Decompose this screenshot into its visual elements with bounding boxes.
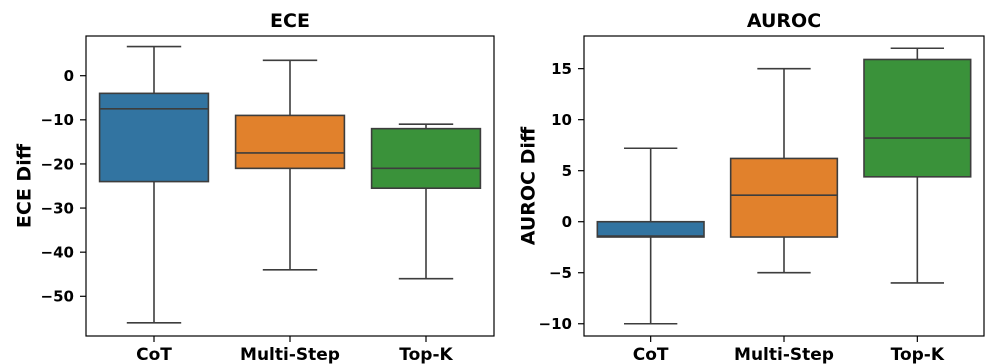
box-cot — [596, 220, 705, 238]
x-tick-label: CoT — [136, 345, 172, 364]
chart-title: ECE — [270, 10, 310, 32]
box-multi-step — [234, 114, 346, 170]
box-cot — [98, 92, 210, 183]
y-tick-label: −5 — [549, 264, 572, 282]
y-tick-label: 0 — [562, 213, 572, 231]
x-tick-label: Multi-Step — [240, 345, 340, 364]
x-tick-label: Top-K — [399, 345, 453, 364]
chart-title: AUROC — [747, 10, 821, 32]
y-tick-label: 5 — [562, 162, 572, 180]
box-top-k — [370, 127, 482, 190]
x-tick-label: Multi-Step — [734, 345, 834, 364]
y-tick-label: 10 — [551, 111, 572, 129]
y-tick-label: 0 — [64, 67, 74, 85]
y-tick-label: −30 — [41, 199, 74, 217]
plot-frame — [583, 35, 985, 337]
y-tick-label: −20 — [41, 155, 74, 173]
plot-frame — [85, 35, 495, 337]
y-axis-label: AUROC Diff — [518, 126, 540, 245]
ece-panel: ECE ECE Diff 0 −10 −20 −30 −40 −50 CoT Multi-Step… — [14, 10, 495, 364]
y-axis-label: ECE Diff — [14, 143, 36, 228]
y-tick-label: −10 — [41, 111, 74, 129]
y-tick-label: −50 — [41, 288, 74, 306]
y-tick-label: −40 — [41, 244, 74, 262]
y-tick-label: 15 — [551, 60, 572, 78]
x-tick-label: Top-K — [891, 345, 945, 364]
box-top-k — [863, 58, 972, 178]
y-tick-label: −10 — [539, 315, 572, 333]
x-tick-label: CoT — [633, 345, 669, 364]
box-multi-step — [729, 157, 839, 238]
auroc-panel: AUROC AUROC Diff 15 10 5 0 −5 −10 CoT Multi-Step T… — [518, 10, 985, 364]
